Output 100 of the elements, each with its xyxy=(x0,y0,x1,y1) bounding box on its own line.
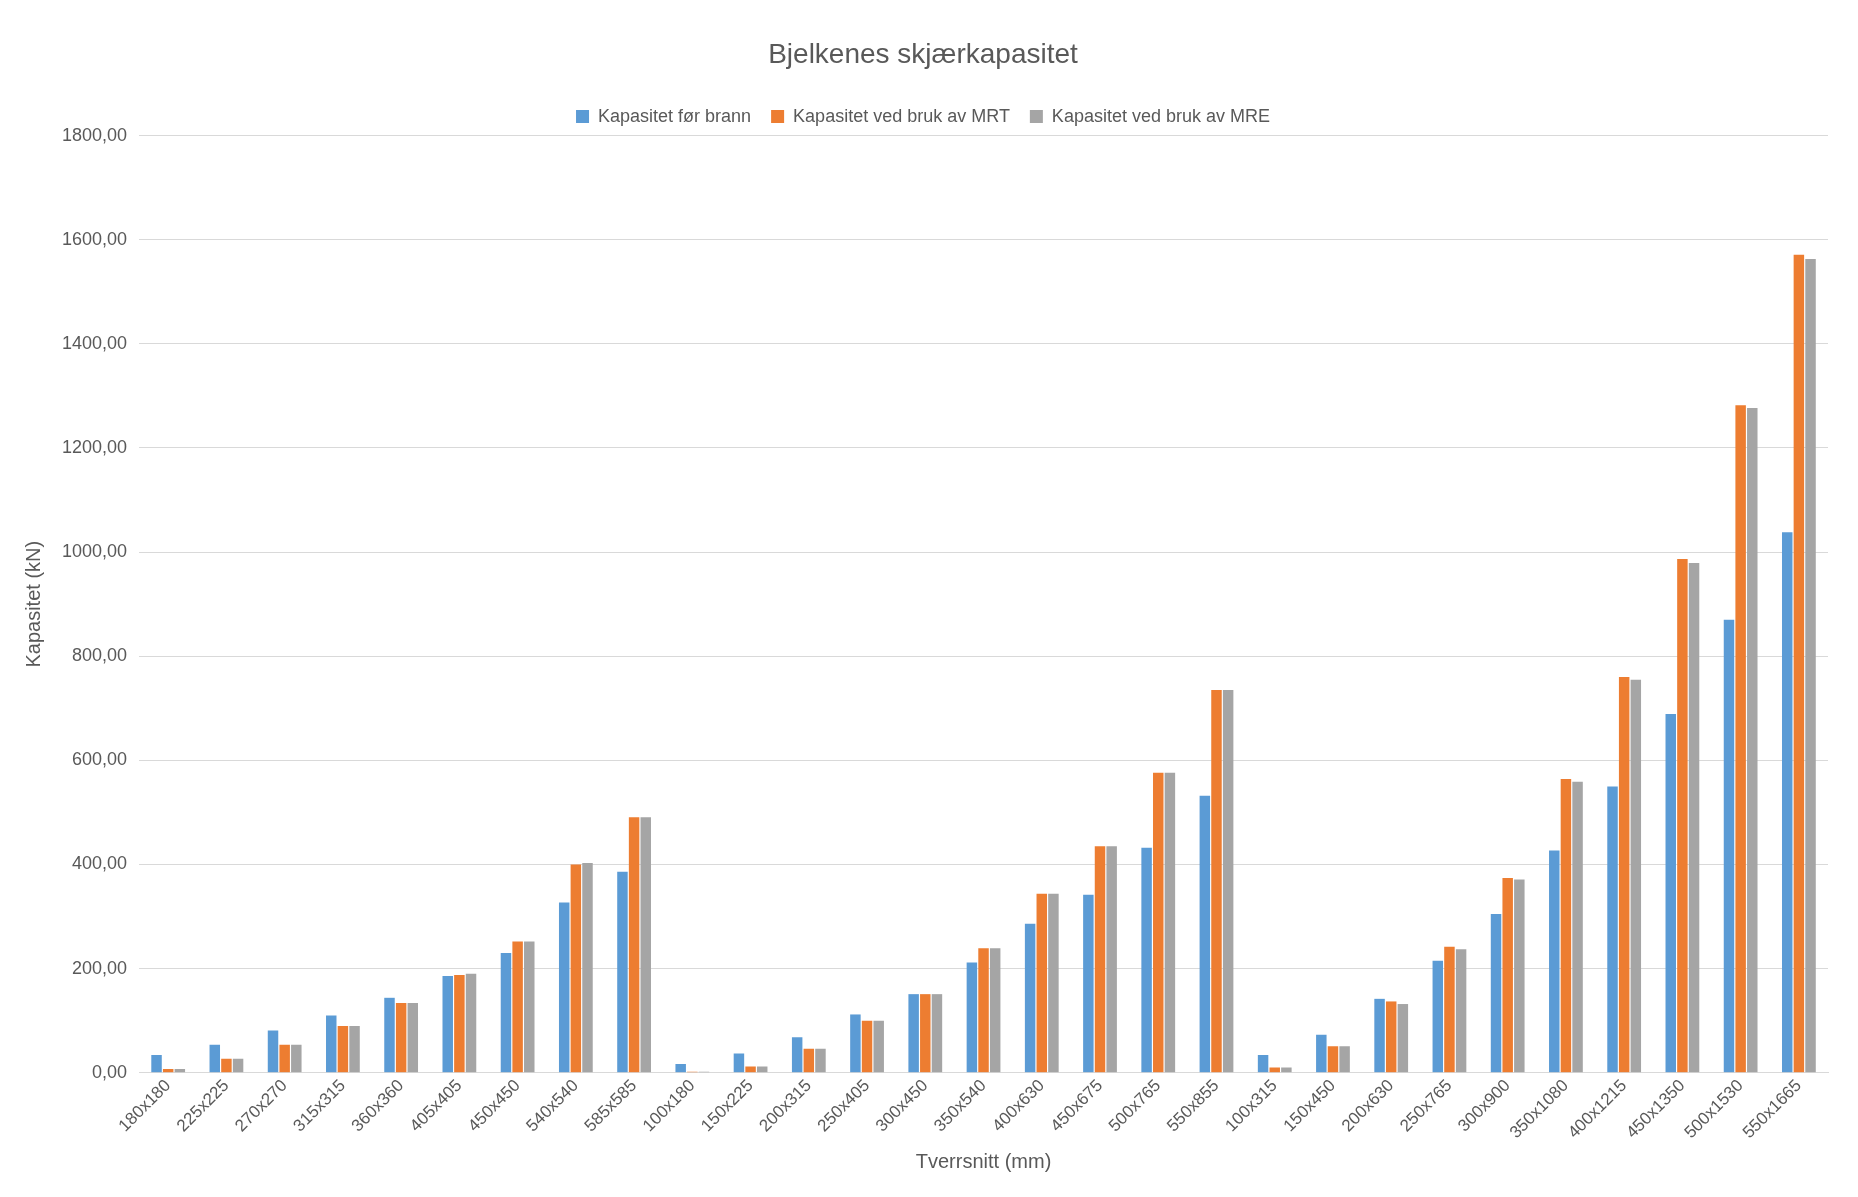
bar xyxy=(582,862,593,1073)
bar xyxy=(873,1020,884,1073)
legend-label: Kapasitet ved bruk av MRT xyxy=(793,105,1010,126)
legend-label: Kapasitet før brann xyxy=(598,105,752,126)
bar xyxy=(1281,1067,1292,1073)
bar xyxy=(1432,960,1444,1073)
bar xyxy=(162,1069,174,1073)
bar xyxy=(1502,878,1513,1073)
bar xyxy=(861,1020,873,1073)
bar xyxy=(920,994,931,1073)
bar xyxy=(558,902,570,1073)
bar xyxy=(1199,795,1211,1073)
bar xyxy=(1630,679,1642,1073)
bar xyxy=(1747,407,1758,1073)
bar xyxy=(908,994,919,1073)
bar xyxy=(745,1066,756,1073)
bar xyxy=(1374,998,1385,1073)
bar xyxy=(791,1037,803,1073)
bar xyxy=(1455,949,1467,1073)
y-tick-label: 1600,00 xyxy=(61,228,128,249)
x-axis-title: Tverrsnitt (mm) xyxy=(915,1149,1052,1172)
bar xyxy=(1677,558,1688,1073)
bar xyxy=(1036,893,1048,1073)
bar xyxy=(1805,258,1816,1073)
bar xyxy=(931,994,943,1073)
y-axis-title: Kapasitet (kN) xyxy=(21,540,44,668)
bar xyxy=(989,948,1001,1073)
y-tick-label: 1000,00 xyxy=(61,541,128,562)
bar xyxy=(384,997,395,1073)
y-tick-label: 400,00 xyxy=(72,853,128,874)
bar xyxy=(570,864,582,1073)
bar xyxy=(232,1058,244,1073)
bar xyxy=(617,871,628,1073)
bar xyxy=(349,1025,360,1073)
y-tick-label: 200,00 xyxy=(72,957,128,978)
bar xyxy=(1024,923,1036,1073)
y-tick-label: 800,00 xyxy=(72,645,128,666)
y-tick-label: 1400,00 xyxy=(61,332,128,353)
bar xyxy=(407,1003,419,1073)
bar xyxy=(1257,1055,1269,1073)
bar xyxy=(733,1053,745,1073)
bar xyxy=(1048,893,1059,1073)
bar xyxy=(291,1044,302,1073)
bar xyxy=(966,962,978,1073)
bar xyxy=(1339,1046,1350,1073)
bar xyxy=(1106,846,1117,1073)
y-tick-label: 1200,00 xyxy=(61,436,128,457)
y-tick-label: 0,00 xyxy=(92,1061,128,1082)
bar xyxy=(1781,532,1793,1073)
bar xyxy=(978,948,989,1073)
bar xyxy=(850,1014,861,1073)
bar xyxy=(1572,781,1583,1073)
bar xyxy=(1164,772,1176,1073)
bar xyxy=(1385,1001,1397,1073)
bar xyxy=(267,1030,279,1073)
bar xyxy=(1222,690,1234,1073)
bar xyxy=(221,1058,232,1073)
bar xyxy=(1141,847,1152,1073)
bar xyxy=(1560,779,1572,1073)
bar xyxy=(1397,1004,1409,1073)
bar xyxy=(1549,850,1560,1073)
bar xyxy=(1327,1046,1339,1073)
bar xyxy=(151,1055,162,1073)
bar xyxy=(279,1044,290,1073)
bar xyxy=(1444,946,1455,1073)
bar xyxy=(500,953,512,1073)
bar xyxy=(442,975,453,1073)
bar xyxy=(1094,846,1106,1073)
bar xyxy=(1723,619,1735,1073)
bar xyxy=(337,1025,349,1073)
chart-title: Bjelkenes skjærkapasitet xyxy=(768,37,1079,69)
bar xyxy=(1688,563,1700,1073)
bar xyxy=(1607,786,1618,1073)
bar xyxy=(1665,714,1676,1073)
bar xyxy=(512,941,523,1073)
bar xyxy=(174,1069,186,1073)
bar xyxy=(209,1044,221,1073)
bar xyxy=(1793,254,1805,1073)
bar xyxy=(1514,879,1525,1073)
bar xyxy=(1618,677,1630,1073)
bar xyxy=(1211,690,1222,1073)
bar xyxy=(395,1003,407,1073)
bar xyxy=(1316,1034,1327,1073)
legend-label: Kapasitet ved bruk av MRE xyxy=(1051,105,1270,126)
y-tick-label: 600,00 xyxy=(72,749,128,770)
bar xyxy=(628,817,640,1073)
bar xyxy=(1735,405,1746,1073)
bar xyxy=(465,973,477,1073)
y-tick-label: 1800,00 xyxy=(61,124,128,145)
bar xyxy=(454,974,465,1073)
bar xyxy=(1083,894,1094,1073)
bar xyxy=(675,1063,686,1073)
bar xyxy=(1153,772,1164,1073)
bar xyxy=(1269,1067,1280,1073)
bar xyxy=(815,1048,826,1073)
bar xyxy=(1490,913,1502,1073)
bar xyxy=(640,817,651,1073)
bar xyxy=(524,941,535,1073)
bar xyxy=(326,1015,337,1073)
bar xyxy=(803,1048,815,1073)
